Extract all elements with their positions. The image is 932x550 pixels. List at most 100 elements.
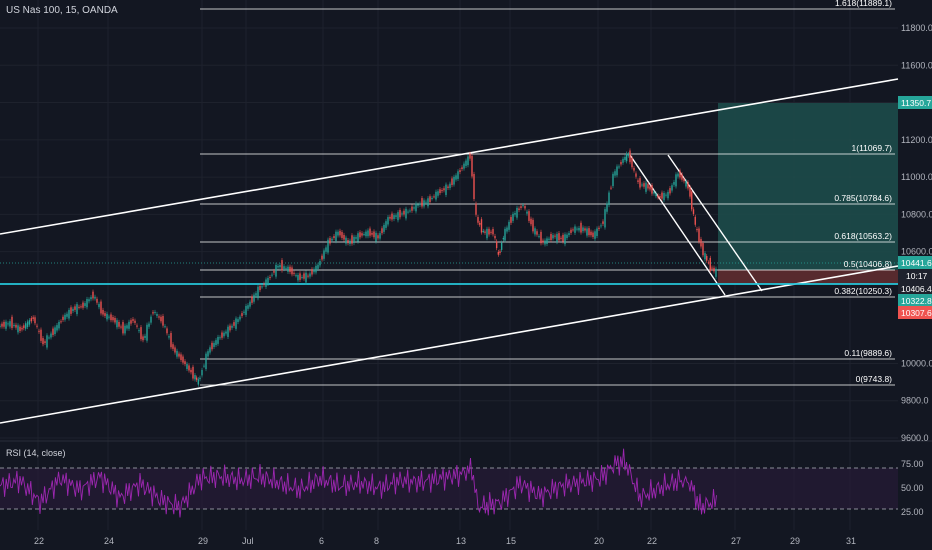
candle-body [679,170,681,178]
candle-body [403,210,405,215]
candle-body [285,267,287,269]
candle-body [687,182,689,189]
time-axis[interactable]: 22 24 29 Jul 6 8 13 15 20 22 27 29 31 [34,536,856,546]
price-tick-label: 9800.0 [901,396,929,406]
candle-body [488,228,490,235]
candle-body [321,255,323,260]
candle-body [188,365,190,371]
candle-body [351,235,353,244]
candle-body [471,155,473,177]
candle-body [465,160,467,166]
candle-body [691,191,693,210]
rsi-axis[interactable]: 75.00 50.00 25.00 [901,459,924,517]
rsi-title[interactable]: RSI (14, close) [6,448,66,458]
price-tags: 11350.7 10441.6 10:17 10406.4 10322.8 10… [898,96,932,319]
candle-body [415,203,417,212]
candle-body [627,154,630,156]
candle-body [190,369,192,373]
lower-channel-line[interactable] [0,265,899,424]
candle-body [299,273,301,280]
candle-body [379,233,381,239]
candle-body [112,317,114,321]
descending-channel-left[interactable] [629,154,726,296]
candle-body [536,231,538,235]
candle-body [34,317,36,324]
stop-price-tag-text: 10307.6 [901,308,932,318]
candle-body [449,183,451,189]
stop-price-tag [898,306,932,319]
candle-body [46,335,48,348]
candle-body [176,350,178,357]
candle-body [261,286,263,288]
candle-body [94,296,96,299]
candle-body [66,313,68,317]
tp-price-tag [898,96,932,109]
candle-body [588,228,590,236]
rsi-tick-label: 75.00 [901,459,924,469]
candle-body [251,296,253,303]
candle-body [661,192,663,199]
upper-channel-line[interactable] [0,78,899,235]
candle-body [337,231,339,236]
candle-body [265,279,267,287]
candle-body [291,267,293,275]
candle-body [98,303,100,308]
candle-body [706,256,708,261]
candle-body [25,323,27,329]
candle-body [5,321,7,329]
candle-body [399,209,401,218]
candle-body [631,157,633,168]
candle-body [355,237,357,239]
time-tick-label: 8 [374,536,379,546]
symbol-title[interactable]: US Nas 100, 15, OANDA [6,5,118,16]
candle-body [339,230,341,236]
candle-body [421,198,423,207]
candle-body [209,347,211,353]
candle-body [325,247,327,252]
candle-body [612,173,614,187]
candle-body [435,191,437,200]
price-tick-label: 11800.0 [901,23,932,33]
candle-body [104,313,106,316]
candle-body [233,322,235,326]
candle-body [698,228,700,242]
fib-level-label: 1(11069.7) [852,143,893,153]
fib-level-label: 0.382(10250.3) [834,286,892,296]
descending-channel-right[interactable] [667,154,763,292]
candle-body [126,325,128,329]
candle-body [237,319,239,322]
candle-body [439,189,441,194]
take-profit-zone[interactable] [718,103,898,270]
time-tick-label: 24 [104,536,114,546]
candle-body [148,323,150,327]
candle-body [608,192,610,205]
candle-body [702,243,704,256]
candle-body [32,317,34,320]
candle-body [279,265,281,268]
candle-body [484,231,486,233]
candle-body [389,216,391,219]
candle-body [7,323,9,325]
fibonacci-levels[interactable]: 1.618(11889.1) 1(11069.7) 0.785(10784.6) 0.… [200,0,895,386]
candle-body [580,222,582,233]
candle-body [17,325,19,333]
candle-body [341,232,343,238]
candle-body [184,361,186,365]
candle-body [520,206,522,209]
candle-body [375,232,377,242]
candle-body [578,227,580,231]
candle-body [120,326,122,328]
candle-body [425,201,427,203]
candle-body [475,203,477,215]
time-tick-label: 22 [647,536,657,546]
entry-price-tag [898,282,932,295]
candle-body [80,306,82,308]
candle-body [36,325,38,327]
candle-body [635,173,637,177]
price-tick-label: 10800.0 [901,209,932,219]
candle-body [273,270,275,273]
candle-body [538,236,540,238]
candle-body [584,228,586,231]
candle-body [86,299,88,308]
